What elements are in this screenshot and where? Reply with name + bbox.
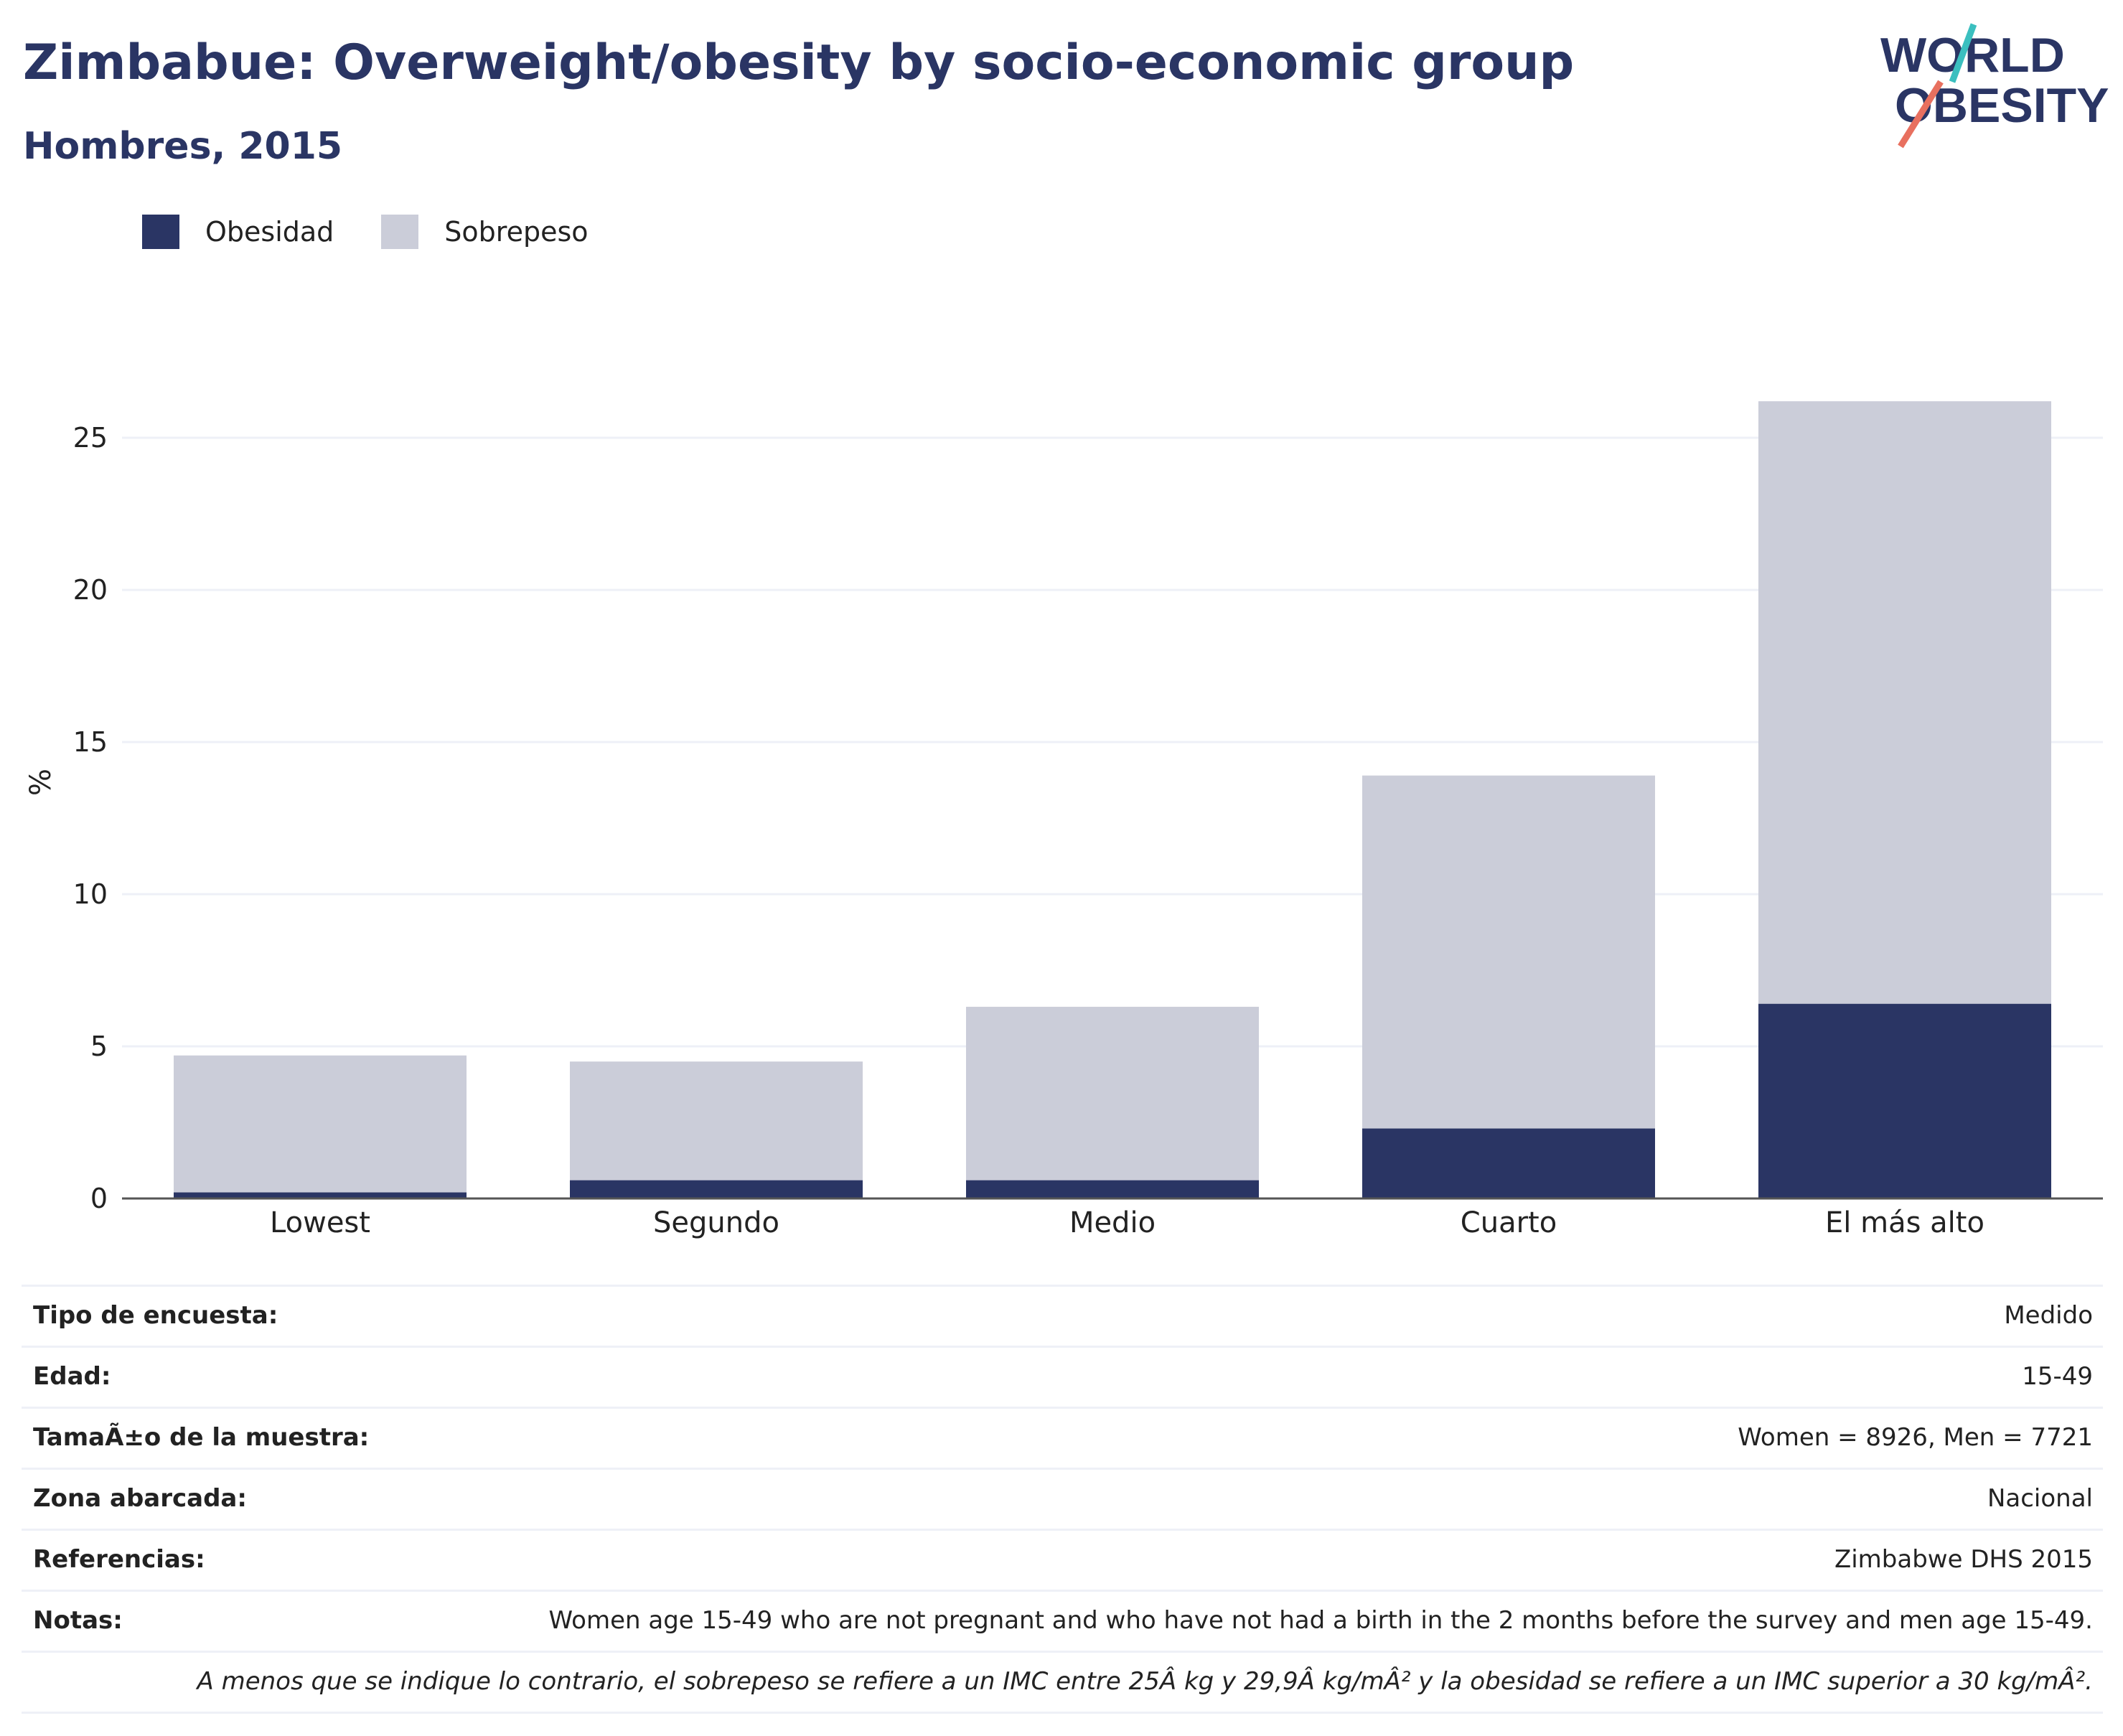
info-row: A menos que se indique lo contrario, el … (22, 1651, 2103, 1714)
bar-obesity (570, 1180, 863, 1198)
bar-overweight (1362, 775, 1655, 1129)
x-tick-label: Segundo (653, 1206, 779, 1239)
legend-swatch-overweight (381, 215, 419, 249)
y-tick-label: 5 (90, 1031, 108, 1062)
info-row: Referencias: Zimbabwe DHS 2015 (22, 1529, 2103, 1590)
info-value: Nacional (1987, 1484, 2093, 1513)
logo-line1: WORLD (1880, 28, 2065, 83)
legend-swatch-obesity (142, 215, 179, 249)
y-tick-label: 10 (73, 878, 108, 910)
info-value: A menos que se indique lo contrario, el … (197, 1667, 2093, 1696)
info-row: Edad: 15-49 (22, 1346, 2103, 1407)
info-key: Edad: (33, 1362, 111, 1391)
info-value: Zimbabwe DHS 2015 (1834, 1545, 2093, 1574)
info-key: Notas: (33, 1606, 123, 1635)
logo-slash-coral (1898, 80, 1944, 149)
info-row: TamaÃ±o de la muestra: Women = 8926, Men … (22, 1407, 2103, 1468)
info-key: Zona abarcada: (33, 1484, 247, 1513)
legend-label-obesity: Obesidad (205, 216, 334, 248)
info-value: Medido (2004, 1301, 2093, 1330)
bar-obesity (966, 1180, 1259, 1198)
y-tick-label: 15 (73, 726, 108, 758)
bar-overweight (174, 1055, 467, 1193)
x-tick-label: Cuarto (1461, 1206, 1557, 1239)
logo-line2: OBESITY (1895, 78, 2109, 133)
info-table: Tipo de encuesta: Medido Edad: 15-49 TamaÃ±o… (22, 1285, 2103, 1714)
legend-item-obesity[interactable]: Obesidad (142, 215, 334, 249)
bar-overweight (1758, 401, 2051, 1004)
bar-obesity (174, 1192, 467, 1198)
info-row: Tipo de encuesta: Medido (22, 1285, 2103, 1346)
info-row: Notas: Women age 15-49 who are not pregna… (22, 1590, 2103, 1651)
info-value: 15-49 (2022, 1362, 2093, 1391)
x-tick-label: El más alto (1825, 1206, 1984, 1239)
info-key: Referencias: (33, 1545, 205, 1574)
y-tick-label: 25 (73, 422, 108, 454)
y-tick-label: 0 (90, 1183, 108, 1214)
info-value: Women age 15-49 who are not pregnant and… (548, 1606, 2093, 1635)
logo-slash-teal (1949, 23, 1977, 83)
info-row: Zona abarcada: Nacional (22, 1468, 2103, 1529)
x-tick-label: Medio (1069, 1206, 1156, 1239)
bar-overweight (966, 1006, 1259, 1181)
chart-subtitle: Hombres, 2015 (23, 125, 343, 168)
bar-obesity (1758, 1003, 2051, 1198)
y-axis-label: % (24, 769, 57, 796)
legend-label-overweight: Sobrepeso (444, 216, 589, 248)
legend-item-overweight[interactable]: Sobrepeso (381, 215, 589, 249)
legend: Obesidad Sobrepeso (142, 212, 636, 251)
info-value: Women = 8926, Men = 7721 (1738, 1423, 2093, 1452)
x-tick-label: Lowest (270, 1206, 370, 1239)
world-obesity-logo: WORLD OBESITY (1880, 23, 2109, 149)
info-key: TamaÃ±o de la muestra: (33, 1423, 370, 1452)
info-key: Tipo de encuesta: (33, 1301, 278, 1330)
bar-chart: 0 5 10 15 20 25% Lowest Segundo Medio Cuarto El má… (24, 401, 2103, 1239)
chart-title: Zimbabue: Overweight/obesity by socio-ec… (23, 34, 1575, 91)
y-tick-label: 20 (73, 574, 108, 606)
bar-overweight (570, 1061, 863, 1181)
bar-obesity (1362, 1128, 1655, 1198)
